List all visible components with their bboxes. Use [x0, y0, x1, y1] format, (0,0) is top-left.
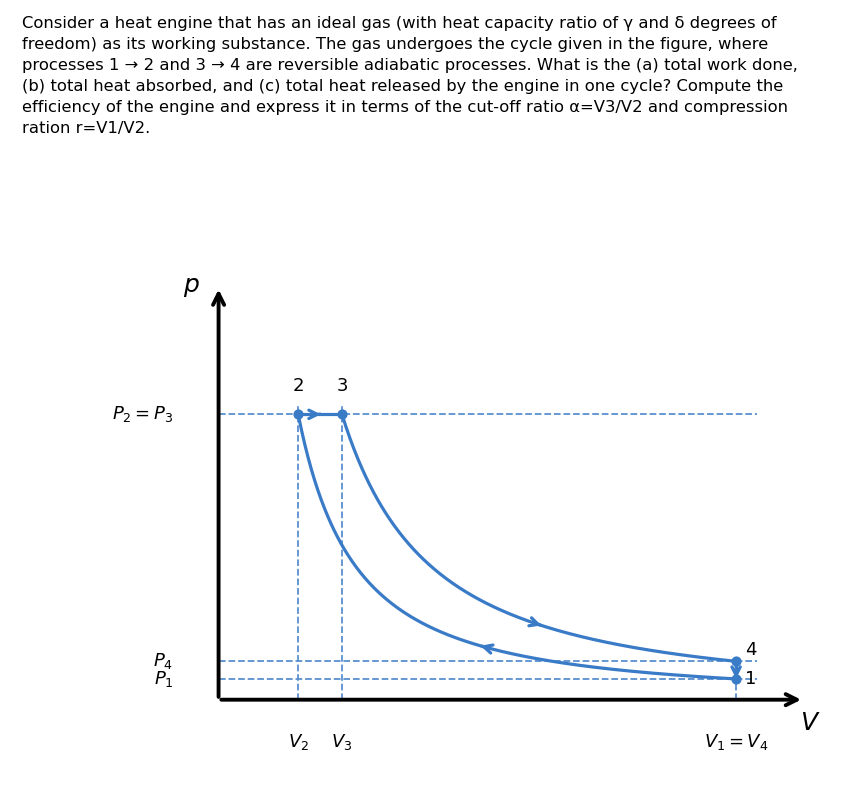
Point: [728, 673, 742, 686]
Text: 3: 3: [336, 377, 347, 395]
Text: $P_2 = P_3$: $P_2 = P_3$: [112, 404, 173, 424]
Text: 4: 4: [744, 641, 755, 659]
Point: [291, 408, 305, 421]
Point: [728, 655, 742, 668]
Text: $V_2$: $V_2$: [288, 732, 308, 752]
Point: [335, 408, 349, 421]
Text: $P_1$: $P_1$: [153, 669, 173, 689]
Text: $V_1 = V_4$: $V_1 = V_4$: [703, 732, 767, 752]
Text: $V_3$: $V_3$: [331, 732, 352, 752]
Text: $V$: $V$: [799, 711, 819, 735]
Text: 1: 1: [744, 670, 755, 688]
Text: Consider a heat engine that has an ideal gas (with heat capacity ratio of γ and : Consider a heat engine that has an ideal…: [22, 16, 796, 136]
Text: 2: 2: [292, 377, 304, 395]
Text: $p$: $p$: [183, 275, 200, 299]
Text: $P_4$: $P_4$: [153, 651, 173, 671]
